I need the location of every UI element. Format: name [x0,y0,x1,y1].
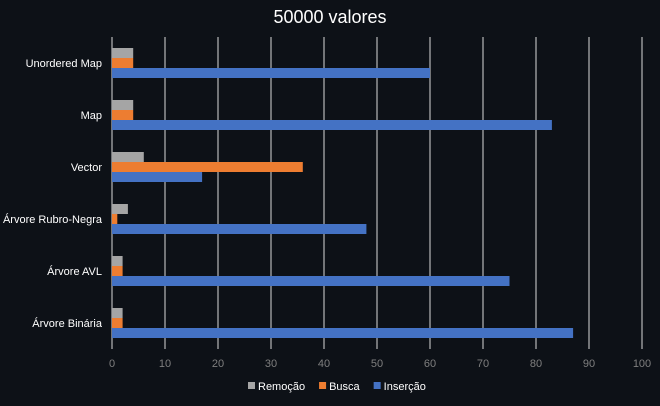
x-tick-label: 70 [477,358,489,370]
bar-insercao-vector [112,172,203,182]
legend-swatch-insercao [373,382,381,389]
x-tick-label: 20 [212,358,224,370]
bar-insercao-unordered-map [112,68,430,78]
x-tick-label: 100 [633,358,651,370]
category-label-arvore-avl: Árvore AVL [47,265,102,278]
legend-label-insercao: Inserção [384,381,426,393]
bar-remocao-vector [112,152,144,162]
category-label-vector: Vector [71,162,103,174]
bar-remocao-map [112,100,134,110]
legend-label-busca: Busca [329,381,360,393]
bar-remocao-arvore-rubro-negra [112,204,128,214]
legend-item-busca: Busca [319,381,361,393]
legend-swatch-busca [319,382,327,389]
gridlines [111,37,643,349]
category-label-arvore-binaria: Árvore Binária [32,317,103,330]
bar-remocao-unordered-map [112,48,134,58]
x-axis-ticks: 0 10 20 30 40 50 60 70 80 90 100 [109,358,651,370]
bar-busca-arvore-binaria [112,318,123,328]
x-tick-label: 30 [265,358,277,370]
bars [112,48,574,338]
bar-busca-arvore-avl [112,266,123,276]
bar-insercao-arvore-binaria [112,328,574,338]
legend-swatch-remocao [248,382,255,389]
category-labels: Unordered Map Map Vector Árvore Rubro-Negra… [3,58,103,330]
bar-insercao-arvore-rubro-negra [112,224,367,234]
legend-item-remocao: Remoção [248,381,305,393]
chart-title: 50000 valores [273,7,386,27]
legend-item-insercao: Inserção [373,381,426,393]
bar-insercao-map [112,120,552,130]
bar-insercao-arvore-avl [112,276,510,286]
x-tick-label: 80 [530,358,542,370]
x-tick-label: 60 [424,358,436,370]
x-tick-label: 0 [109,358,115,370]
bar-busca-map [112,110,134,120]
x-tick-label: 40 [318,358,330,370]
bar-remocao-arvore-binaria [112,308,123,318]
x-tick-label: 90 [583,358,595,370]
legend-label-remocao: Remoção [258,381,305,393]
x-tick-label: 10 [159,358,171,370]
category-label-unordered-map: Unordered Map [26,58,102,70]
bar-remocao-arvore-avl [112,256,123,266]
legend: Remoção Busca Inserção [248,381,426,393]
category-label-map: Map [81,110,102,122]
category-label-arvore-rubro-negra: Árvore Rubro-Negra [3,213,103,226]
x-tick-label: 50 [371,358,383,370]
bar-busca-arvore-rubro-negra [112,214,118,224]
bar-busca-vector [112,162,303,172]
bar-busca-unordered-map [112,58,134,68]
